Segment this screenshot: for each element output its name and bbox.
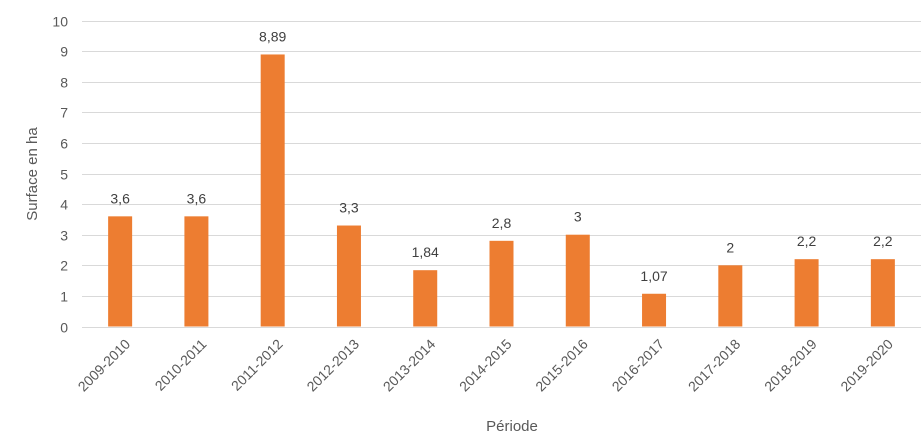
bar (642, 293, 667, 327)
y-axis-ticks: 0 1 2 3 4 5 6 7 8 9 10 (52, 14, 68, 336)
x-tick-label: 2009-2010 (75, 336, 134, 395)
bar (260, 54, 285, 327)
x-tick-label: 2010-2011 (152, 336, 210, 394)
data-label: 2,8 (492, 215, 512, 231)
data-label: 2,2 (873, 233, 893, 249)
x-axis-ticks: 2009-2010 2010-2011 2011-2012 2012-2013 2013… (75, 336, 897, 395)
x-tick-label: 2012-2013 (303, 336, 362, 395)
y-tick-label: 9 (60, 44, 68, 60)
data-label: 2 (726, 239, 734, 255)
y-axis-title: Surface en ha (24, 127, 41, 221)
bar (336, 225, 361, 327)
data-labels: 3,6 3,6 8,89 3,3 1,84 2,8 3 1,07 2 2,2 2,2 (110, 28, 892, 283)
x-tick-label: 2013-2014 (380, 336, 439, 395)
y-tick-label: 10 (52, 14, 68, 30)
y-tick-label: 5 (60, 167, 68, 183)
bar (184, 216, 209, 327)
x-tick-label: 2011-2012 (228, 336, 286, 394)
x-tick-label: 2017-2018 (685, 336, 744, 395)
data-label: 2,2 (797, 233, 817, 249)
x-tick-label: 2014-2015 (456, 336, 515, 395)
y-tick-label: 8 (60, 75, 68, 91)
gridlines (82, 21, 921, 328)
data-label: 3 (574, 209, 582, 225)
y-tick-label: 0 (60, 320, 68, 336)
data-label: 1,07 (640, 268, 667, 284)
bar (413, 270, 438, 327)
y-tick-label: 1 (60, 289, 68, 305)
x-tick-label: 2019-2020 (837, 336, 896, 395)
bars (108, 54, 895, 327)
y-tick-label: 4 (60, 197, 68, 213)
x-tick-label: 2018-2019 (761, 336, 820, 395)
x-tick-label: 2016-2017 (609, 336, 668, 395)
data-label: 3,6 (187, 190, 207, 206)
bar (870, 259, 895, 327)
bar (489, 240, 514, 327)
data-label: 8,89 (259, 28, 286, 44)
x-tick-label: 2015-2016 (532, 336, 591, 395)
y-tick-label: 7 (60, 105, 68, 121)
bar (794, 259, 819, 327)
y-tick-label: 2 (60, 258, 68, 274)
bar (565, 234, 590, 327)
data-label: 1,84 (412, 244, 439, 260)
y-tick-label: 3 (60, 228, 68, 244)
y-tick-label: 6 (60, 136, 68, 152)
bar (718, 265, 743, 327)
x-axis-title: Période (486, 418, 538, 435)
data-label: 3,3 (339, 200, 359, 216)
data-label: 3,6 (110, 190, 130, 206)
bar (108, 216, 133, 327)
